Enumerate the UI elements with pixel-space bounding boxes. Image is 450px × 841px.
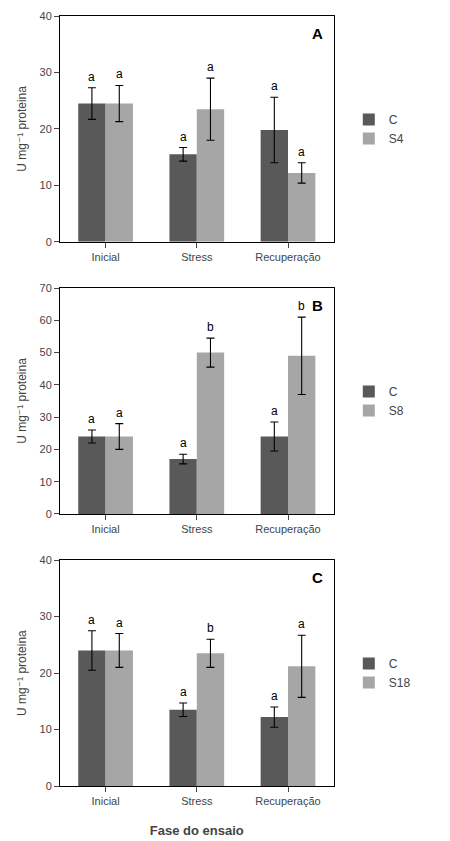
svg-text:Stress: Stress: [181, 795, 213, 807]
svg-text:b: b: [207, 320, 214, 334]
svg-text:C: C: [312, 569, 323, 586]
svg-text:30: 30: [40, 66, 52, 78]
svg-text:a: a: [180, 130, 187, 144]
svg-text:a: a: [271, 79, 278, 93]
svg-text:70: 70: [40, 282, 52, 294]
svg-text:0: 0: [46, 508, 52, 520]
svg-text:B: B: [312, 297, 323, 314]
svg-text:a: a: [88, 70, 95, 84]
svg-text:30: 30: [40, 411, 52, 423]
svg-text:10: 10: [40, 476, 52, 488]
svg-text:a: a: [88, 412, 95, 426]
svg-text:a: a: [298, 145, 305, 159]
svg-text:10: 10: [40, 723, 52, 735]
svg-text:Inicial: Inicial: [92, 251, 120, 263]
svg-text:U mg⁻¹ proteina: U mg⁻¹ proteina: [15, 630, 29, 716]
svg-text:b: b: [207, 621, 214, 635]
svg-text:a: a: [271, 689, 278, 703]
svg-text:a: a: [271, 404, 278, 418]
svg-text:a: a: [116, 67, 123, 81]
svg-text:S4: S4: [389, 132, 404, 146]
svg-text:a: a: [180, 436, 187, 450]
svg-text:50: 50: [40, 346, 52, 358]
svg-text:Inicial: Inicial: [92, 795, 120, 807]
svg-text:b: b: [298, 299, 305, 313]
svg-text:C: C: [389, 385, 398, 399]
svg-text:30: 30: [40, 610, 52, 622]
svg-text:C: C: [389, 113, 398, 127]
svg-text:20: 20: [40, 667, 52, 679]
svg-text:Fase do ensaio: Fase do ensaio: [150, 823, 244, 838]
svg-text:0: 0: [46, 780, 52, 792]
svg-text:10: 10: [40, 179, 52, 191]
svg-text:a: a: [116, 406, 123, 420]
svg-text:40: 40: [40, 10, 52, 22]
svg-text:40: 40: [40, 379, 52, 391]
svg-text:Recuperação: Recuperação: [255, 251, 320, 263]
svg-text:20: 20: [40, 443, 52, 455]
svg-text:S8: S8: [389, 404, 404, 418]
svg-text:S18: S18: [389, 676, 411, 690]
svg-text:Stress: Stress: [181, 251, 213, 263]
svg-text:U mg⁻¹ proteina: U mg⁻¹ proteina: [15, 358, 29, 444]
svg-text:Inicial: Inicial: [92, 523, 120, 535]
svg-text:a: a: [298, 617, 305, 631]
svg-text:a: a: [116, 616, 123, 630]
svg-text:A: A: [312, 25, 323, 42]
svg-text:60: 60: [40, 314, 52, 326]
svg-text:Stress: Stress: [181, 523, 213, 535]
svg-text:Recuperação: Recuperação: [255, 795, 320, 807]
svg-text:U mg⁻¹ proteina: U mg⁻¹ proteina: [15, 86, 29, 172]
svg-text:Recuperação: Recuperação: [255, 523, 320, 535]
svg-text:a: a: [180, 685, 187, 699]
svg-text:a: a: [207, 60, 214, 74]
svg-text:20: 20: [40, 123, 52, 135]
svg-text:0: 0: [46, 236, 52, 248]
svg-text:C: C: [389, 657, 398, 671]
svg-text:a: a: [88, 613, 95, 627]
svg-text:40: 40: [40, 554, 52, 566]
